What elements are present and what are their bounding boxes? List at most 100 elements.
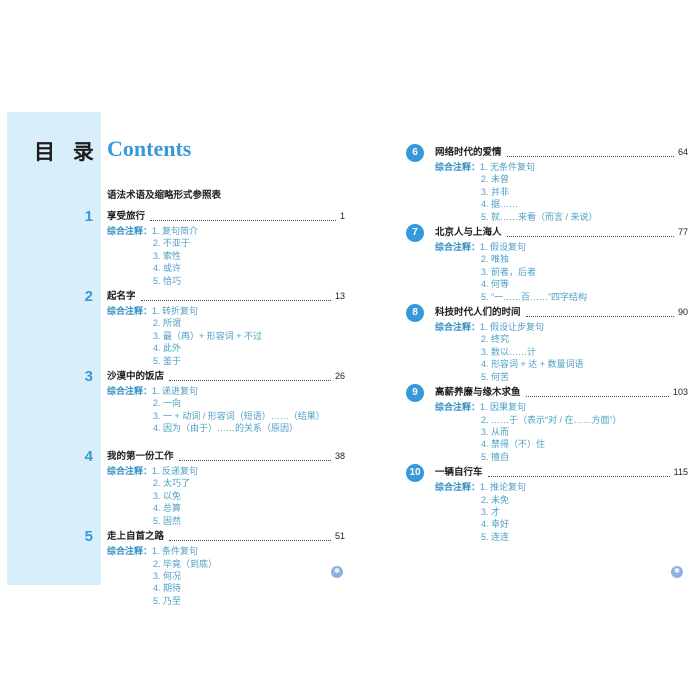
chapter-entry: 2 起名字 13 综合注释：1. 转折复句 2. 所谓 3. 最（再）+ 形容词 + 不过… <box>85 288 345 367</box>
note-item: 5. 连连 <box>481 531 510 542</box>
chapter-entry: 5 走上自首之路 51 综合注释：1. 条件复句 2. 毕竟（到底） 3. 何况 4. 期待… <box>85 528 345 607</box>
notes-label: 综合注释： <box>435 322 481 333</box>
chapter-title: 科技时代人们的时间 <box>435 307 521 319</box>
dotted-leader <box>525 315 674 317</box>
note-item: 4. 期待 <box>153 583 182 594</box>
note-item: 4. 幸好 <box>481 519 510 530</box>
chapter-number-badge: 7 <box>406 224 424 243</box>
chapter-title: 高薪养廉与缘木求鱼 <box>435 387 521 399</box>
note-item: 5. 鉴于 <box>153 355 182 366</box>
page-marker-icon: ✽ <box>331 566 343 578</box>
notes-label: 综合注释： <box>435 402 481 413</box>
note-item: 综合注释：1. 假设复句 <box>435 242 527 253</box>
chapter-number-badge: 10 <box>406 464 424 483</box>
notes-label: 综合注释： <box>107 546 153 557</box>
notes-label: 综合注释： <box>107 466 153 477</box>
chapter-page-number: 13 <box>334 291 345 302</box>
note-item: 3. 索性 <box>153 250 182 261</box>
note-item: 综合注释：1. 转折复句 <box>107 306 199 317</box>
note-item: 4. 此外 <box>153 343 182 354</box>
chapter-entry: 1 享受旅行 1 综合注释：1. 复句简介 2. 不亚于 3. 索性 4. 或许 5. 恰巧 <box>85 208 345 287</box>
chapter-page-number: 90 <box>677 307 688 318</box>
chapter-title: 走上自首之路 <box>107 531 165 543</box>
dotted-leader <box>525 395 669 397</box>
note-item: 5. 就……来看（而言 / 来说） <box>481 211 598 222</box>
chapter-entry: 3 沙漠中的饭店 26 综合注释：1. 递进复句 2. 一向 3. 一 + 动词 / 形容… <box>85 368 345 435</box>
chapter-number-badge: 9 <box>406 384 424 403</box>
note-item: 3. 从而 <box>481 426 510 437</box>
note-item: 3. 以免 <box>153 490 182 501</box>
note-item: 综合注释：1. 假设让步复句 <box>435 322 545 333</box>
chapter-entry: 10 一辆自行车 115 综合注释：1. 推论复句 2. 未免 3. 才 4. 幸好 5. 连… <box>406 464 688 543</box>
chapter-entry: 6 网络时代的爱情 64 综合注释：1. 无条件复句 2. 未曾 3. 并非 4. 据…… 5… <box>406 144 688 223</box>
dotted-leader <box>140 299 331 301</box>
note-item: 5. 恰巧 <box>153 275 182 286</box>
chapter-title: 北京人与上海人 <box>435 227 502 239</box>
notes-label: 综合注释： <box>435 482 481 493</box>
chapter-entry: 9 高薪养廉与缘木求鱼 103 综合注释：1. 因果复句 2. ……于（表示“对 / 在… <box>406 384 688 463</box>
note-item: 4. 何等 <box>481 279 510 290</box>
note-item: 4. 或许 <box>153 263 182 274</box>
chapter-page-number: 51 <box>334 531 345 542</box>
note-item: 5. 擅自 <box>481 451 510 462</box>
note-item: 2. 毕竟（到底） <box>153 558 218 569</box>
note-item: 综合注释：1. 复句简介 <box>107 226 199 236</box>
notes-label: 综合注释： <box>435 242 481 253</box>
dotted-leader <box>178 459 331 461</box>
note-item: 4. 形容词 + 达 + 数量词语 <box>481 359 584 370</box>
toc-title-en: Contents <box>107 136 192 161</box>
note-item: 3. 才 <box>481 506 501 517</box>
note-item: 2. 唯独 <box>481 254 510 265</box>
chapter-page-number: 115 <box>673 467 688 478</box>
note-item: 4. 因为（由于）……的关系（原因） <box>153 423 299 434</box>
note-item: 综合注释：1. 条件复句 <box>107 546 199 557</box>
grammar-reference-line: 语法术语及缩略形式参照表 <box>107 190 222 201</box>
chapter-page-number: 103 <box>672 387 688 398</box>
left-sidebar-panel <box>7 112 101 585</box>
note-item: 2. 不亚于 <box>153 238 191 249</box>
note-item: 综合注释：1. 因果复句 <box>435 402 527 413</box>
note-item: 4. 禁得（不）住 <box>481 439 546 450</box>
note-item: 2. 终究 <box>481 334 510 345</box>
dotted-leader <box>150 219 336 221</box>
chapter-page-number: 38 <box>334 451 345 462</box>
note-item: 4. 据…… <box>481 199 519 210</box>
note-item: 3. 最（再）+ 形容词 + 不过 <box>153 330 263 341</box>
note-item: 综合注释：1. 推论复句 <box>435 482 527 493</box>
notes-label: 综合注释： <box>435 162 481 172</box>
note-item: 综合注释：1. 递进复句 <box>107 386 199 397</box>
note-item: 2. 一向 <box>153 398 182 409</box>
toc-right-page-entries: 6 网络时代的爱情 64 综合注释：1. 无条件复句 2. 未曾 3. 并非 4. 据…… 5… <box>406 144 688 546</box>
chapter-entry: 4 我的第一份工作 38 综合注释：1. 反递复句 2. 太巧了 3. 以免 4. 总算 5.… <box>85 448 345 527</box>
note-item: 5. 乃至 <box>153 595 182 606</box>
chapter-number: 4 <box>84 448 93 466</box>
note-item: 2. ……于（表示“对 / 在……方面”） <box>481 414 622 425</box>
chapter-number: 1 <box>84 208 93 225</box>
chapter-page-number: 64 <box>677 147 688 157</box>
toc-title-cn: 目 录 <box>34 141 100 164</box>
note-item: 综合注释：1. 无条件复句 <box>435 162 536 172</box>
notes-label: 综合注释： <box>107 226 153 236</box>
note-item: 3. 前者，后者 <box>481 266 537 277</box>
note-item: 2. 未免 <box>481 494 510 505</box>
note-item: 3. 数以……计 <box>481 346 537 357</box>
chapter-page-number: 26 <box>334 371 345 382</box>
dotted-leader <box>506 155 674 157</box>
chapter-entry: 7 北京人与上海人 77 综合注释：1. 假设复句 2. 唯独 3. 前者，后者 4. 何等… <box>406 224 688 303</box>
chapter-title: 沙漠中的饭店 <box>107 371 165 383</box>
note-item: 2. 太巧了 <box>153 478 191 489</box>
chapter-title: 一辆自行车 <box>435 467 483 479</box>
chapter-title: 享受旅行 <box>107 211 146 222</box>
dotted-leader <box>506 235 674 237</box>
toc-left-page-entries: 1 享受旅行 1 综合注释：1. 复句简介 2. 不亚于 3. 索性 4. 或许 5. 恰巧 2… <box>85 208 345 610</box>
note-item: 3. 一 + 动词 / 形容词（短语）……（结果） <box>153 410 325 421</box>
chapter-number-badge: 8 <box>406 304 424 323</box>
note-item: 2. 所谓 <box>153 318 182 329</box>
chapter-number: 2 <box>84 288 93 306</box>
chapter-title: 起名字 <box>107 291 136 303</box>
chapter-number-badge: 6 <box>406 144 424 162</box>
notes-label: 综合注释： <box>107 306 153 317</box>
note-item: 5. 固然 <box>153 515 182 526</box>
chapter-page-number: 77 <box>677 227 688 238</box>
